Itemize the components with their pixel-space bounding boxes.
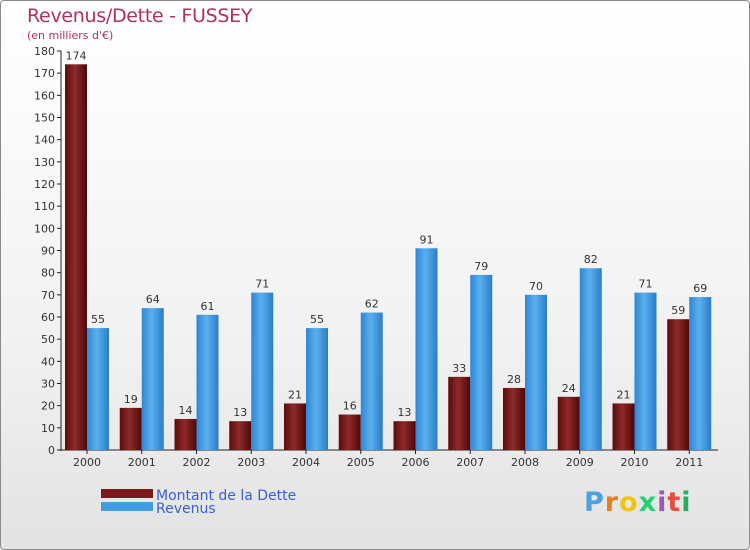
logo-letter: o: [619, 487, 639, 518]
logo-letter: i: [681, 487, 692, 518]
y-tick-label: 120: [34, 178, 55, 191]
revenue-bar: [415, 248, 438, 450]
y-tick-label: 30: [41, 378, 55, 391]
debt-value-label: 14: [179, 404, 193, 417]
y-tick-label: 40: [41, 355, 55, 368]
chart-title: Revenus/Dette - FUSSEY: [27, 5, 253, 27]
y-tick-label: 140: [34, 134, 55, 147]
x-tick-label: 2005: [347, 456, 375, 469]
revenue-value-label: 70: [529, 280, 543, 293]
revenue-bar: [525, 294, 547, 450]
debt-value-label: 13: [233, 406, 247, 419]
debt-value-label: 33: [452, 362, 466, 375]
x-tick-label: 2010: [621, 456, 649, 469]
debt-bar: [503, 387, 525, 450]
debt-bar: [229, 421, 252, 450]
revenue-value-label: 69: [693, 282, 707, 295]
chart-subtitle: (en milliers d'€): [27, 29, 114, 42]
revenue-bar: [579, 268, 602, 450]
y-tick-label: 110: [34, 200, 55, 213]
debt-bar: [393, 421, 416, 450]
revenue-value-label: 71: [255, 278, 269, 291]
debt-value-label: 19: [124, 393, 138, 406]
debt-bar: [557, 396, 580, 450]
logo-letter: i: [657, 487, 668, 518]
revenue-value-label: 91: [420, 233, 434, 246]
debt-value-label: 59: [671, 304, 685, 317]
x-tick-label: 2009: [566, 456, 594, 469]
x-tick-label: 2002: [183, 456, 211, 469]
y-tick-label: 10: [41, 422, 55, 435]
revenue-bar: [87, 328, 109, 450]
logo-letter: x: [638, 487, 658, 518]
revenue-bar: [251, 292, 274, 450]
revenue-value-label: 71: [639, 278, 653, 291]
debt-value-label: 21: [617, 388, 631, 401]
x-tick-label: 2001: [128, 456, 156, 469]
y-tick-label: 80: [41, 267, 55, 280]
debt-bar: [119, 407, 142, 450]
x-tick-label: 2004: [292, 456, 320, 469]
revenue-value-label: 79: [474, 260, 488, 273]
x-tick-label: 2007: [456, 456, 484, 469]
y-tick-label: 130: [34, 156, 55, 169]
debt-bar: [338, 414, 361, 450]
legend-swatch-revenue: [101, 502, 153, 511]
debt-value-label: 21: [288, 388, 302, 401]
debt-bar: [448, 376, 471, 450]
debt-bar: [612, 403, 635, 450]
logo-letter: r: [604, 487, 620, 518]
debt-value-label: 28: [507, 373, 521, 386]
debt-bar: [284, 403, 306, 450]
revenue-bar: [141, 308, 164, 450]
y-tick-label: 60: [41, 311, 55, 324]
logo-letter: t: [667, 487, 682, 518]
x-tick-label: 2000: [73, 456, 101, 469]
y-tick-label: 50: [41, 333, 55, 346]
proxiti-logo: Proxiti: [584, 487, 692, 518]
revenue-bar: [634, 292, 657, 450]
legend-label-revenue: Revenus: [156, 501, 216, 517]
revenue-bar: [360, 312, 383, 450]
revenue-value-label: 64: [146, 293, 160, 306]
plot-area: 0 10 20 30 40 50 60 70 80 90 100 110 120 130 140 150 160…: [34, 45, 718, 469]
y-tick-label: 180: [34, 45, 55, 58]
debt-bar: [667, 319, 690, 450]
revenue-bar: [689, 297, 712, 450]
y-tick-label: 100: [34, 222, 55, 235]
revenue-bar: [196, 314, 219, 450]
y-tick-label: 0: [48, 444, 55, 457]
debt-bar: [174, 418, 197, 450]
revenue-value-label: 55: [91, 313, 105, 326]
debt-value-label: 24: [562, 382, 576, 395]
x-tick-label: 2011: [675, 456, 703, 469]
revenue-value-label: 55: [310, 313, 324, 326]
y-tick-label: 150: [34, 112, 55, 125]
y-tick-label: 170: [34, 67, 55, 80]
x-tick-label: 2006: [402, 456, 430, 469]
revenue-value-label: 82: [584, 253, 598, 266]
debt-value-label: 13: [398, 406, 412, 419]
logo-letter: P: [584, 487, 605, 518]
revenue-value-label: 61: [201, 300, 215, 313]
y-tick-label: 160: [34, 89, 55, 102]
debt-value-label: 16: [343, 400, 357, 413]
y-tick-label: 70: [41, 289, 55, 302]
y-tick-label: 90: [41, 245, 55, 258]
legend-swatch-debt: [101, 489, 153, 498]
revenue-bar: [306, 328, 328, 450]
legend-label-debt: Montant de la Dette: [156, 488, 296, 504]
revenue-value-label: 62: [365, 298, 379, 311]
x-tick-label: 2008: [511, 456, 539, 469]
x-tick-label: 2003: [237, 456, 265, 469]
debt-value-label: 174: [66, 49, 87, 62]
debt-bar: [65, 64, 87, 451]
y-tick-label: 20: [41, 400, 55, 413]
revenue-bar: [470, 274, 493, 450]
